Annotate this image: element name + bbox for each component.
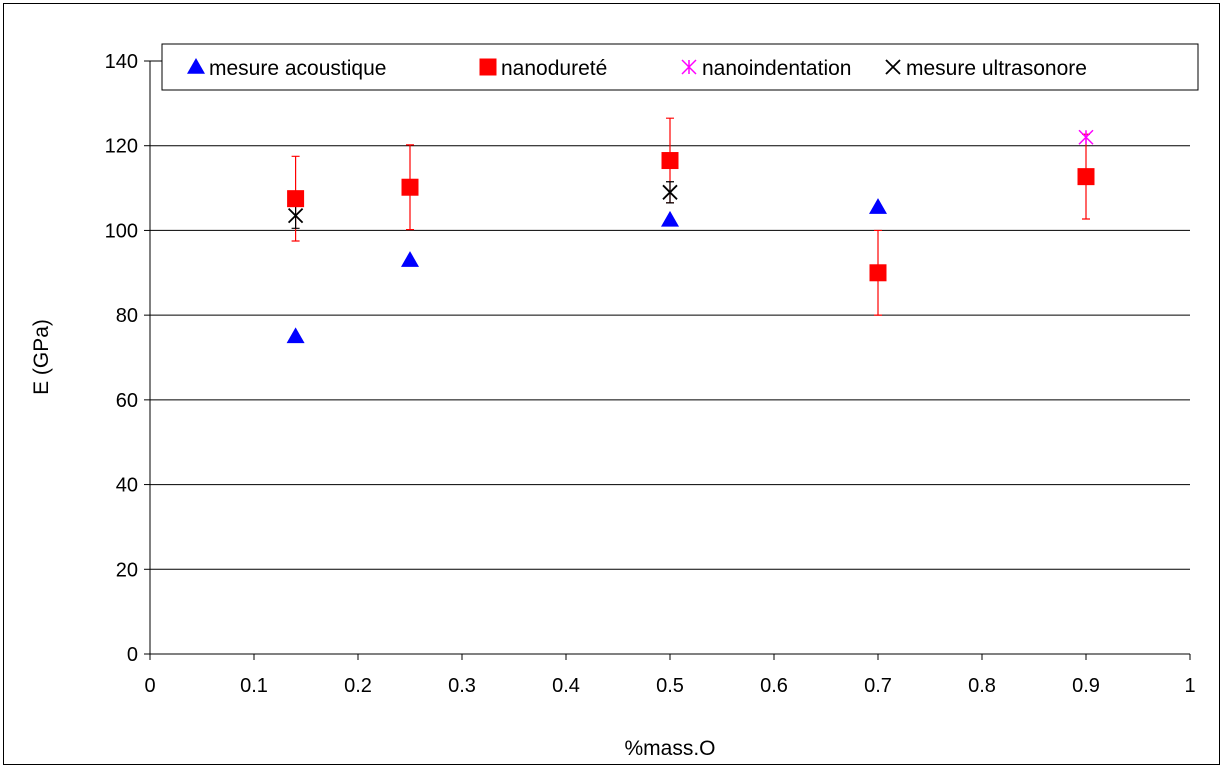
legend: mesure acoustique nanodureté nanoindentati… xyxy=(161,43,1199,91)
x-axis-label: %mass.O xyxy=(624,737,715,760)
x-tick-label: 0.6 xyxy=(760,675,788,697)
chart-frame xyxy=(3,3,1220,765)
x-tick-label: 0.8 xyxy=(968,675,996,697)
gridlines xyxy=(150,60,1190,570)
marker-x xyxy=(287,207,304,224)
axes xyxy=(144,60,1191,660)
tick-labels: 0 20 40 60 80 100 120 140 0 0.1 0.2 0.3 0.4 0.5 0.6 0.7… xyxy=(105,51,1196,697)
legend-marker-x xyxy=(885,59,901,75)
legend-marker-triangle xyxy=(187,58,205,74)
data-markers xyxy=(286,129,1095,344)
marker-square xyxy=(1077,168,1095,186)
marker-square xyxy=(661,152,679,170)
y-tick-label: 100 xyxy=(105,220,138,242)
x-tick-label: 0.5 xyxy=(656,675,684,697)
y-tick-label: 0 xyxy=(127,644,138,666)
legend-label: nanodureté xyxy=(501,57,607,80)
legend-marker-asterisk xyxy=(681,59,697,75)
marker-triangle xyxy=(286,327,305,344)
marker-triangle xyxy=(401,251,419,267)
marker-square xyxy=(869,264,887,282)
x-tick-label: 1 xyxy=(1184,675,1195,697)
legend-label: mesure ultrasonore xyxy=(906,57,1087,80)
legend-label: nanoindentation xyxy=(702,57,851,80)
y-tick-label: 140 xyxy=(105,51,138,73)
marker-square xyxy=(287,190,305,208)
y-tick-label: 80 xyxy=(116,305,138,327)
x-tick-label: 0.7 xyxy=(864,675,892,697)
marker-triangle xyxy=(661,210,679,227)
y-tick-label: 120 xyxy=(105,136,138,158)
y-axis-label: E (GPa) xyxy=(30,319,53,395)
error-bars xyxy=(291,117,1090,316)
x-tick-label: 0.3 xyxy=(448,675,476,697)
marker-x xyxy=(662,184,678,200)
y-tick-label: 20 xyxy=(116,559,138,581)
x-tick-label: 0.2 xyxy=(344,675,372,697)
legend-box xyxy=(161,43,1199,91)
x-tick-label: 0.4 xyxy=(552,675,580,697)
marker-asterisk xyxy=(1078,129,1094,145)
legend-label: mesure acoustique xyxy=(209,57,386,80)
y-tick-label: 40 xyxy=(116,475,138,497)
y-tick-label: 60 xyxy=(116,390,138,412)
x-tick-label: 0 xyxy=(144,675,155,697)
x-tick-label: 0.9 xyxy=(1072,675,1100,697)
x-tick-label: 0.1 xyxy=(240,675,268,697)
marker-square xyxy=(401,178,419,196)
legend-marker-square xyxy=(479,58,497,76)
marker-triangle xyxy=(869,198,887,214)
